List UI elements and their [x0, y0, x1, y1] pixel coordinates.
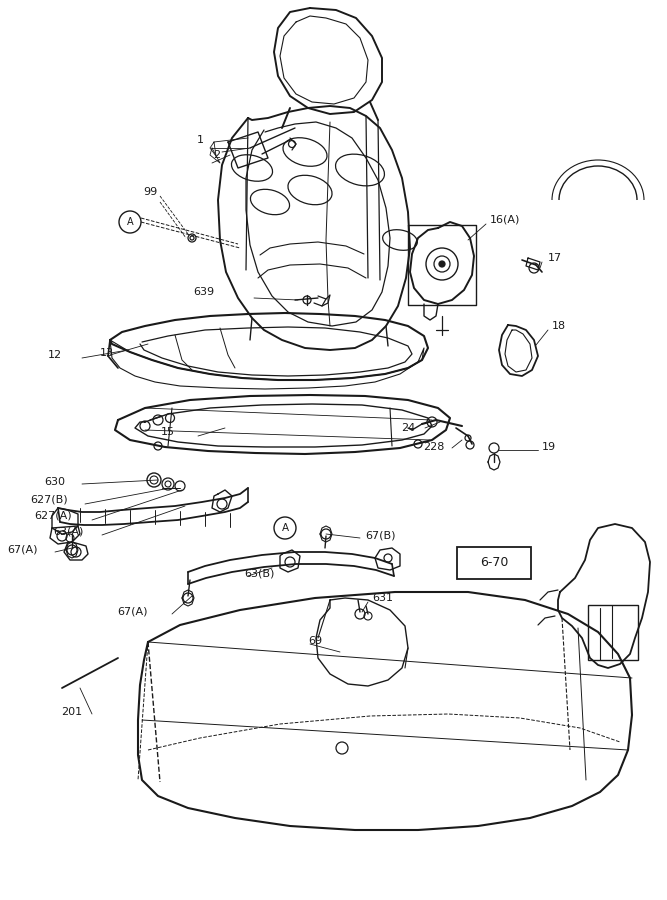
Text: 627(B): 627(B) — [31, 495, 68, 505]
Bar — [588, 605, 638, 660]
Text: 228: 228 — [424, 442, 445, 452]
Text: 69: 69 — [308, 636, 322, 646]
Text: 19: 19 — [542, 442, 556, 452]
Text: 201: 201 — [61, 707, 82, 717]
Text: 63(B): 63(B) — [244, 568, 274, 578]
Text: 17: 17 — [548, 253, 562, 263]
Text: 24: 24 — [401, 423, 415, 433]
Text: 67(B): 67(B) — [365, 530, 396, 540]
Text: 627(A): 627(A) — [35, 511, 72, 521]
Text: 99: 99 — [144, 187, 158, 197]
Text: 67(A): 67(A) — [7, 545, 38, 555]
Text: 631: 631 — [372, 593, 393, 603]
Text: A: A — [127, 217, 133, 227]
Circle shape — [439, 261, 445, 267]
FancyBboxPatch shape — [457, 547, 531, 579]
Text: 16(A): 16(A) — [490, 215, 520, 225]
Text: 1: 1 — [197, 135, 204, 145]
Text: 67(A): 67(A) — [117, 607, 148, 617]
Text: 12: 12 — [48, 350, 62, 360]
Text: 639: 639 — [193, 287, 214, 297]
Text: 18: 18 — [552, 321, 566, 331]
Text: 15: 15 — [161, 427, 175, 437]
Text: 13: 13 — [100, 348, 114, 358]
Text: 2: 2 — [213, 150, 220, 160]
Text: 630: 630 — [44, 477, 65, 487]
Text: 6-70: 6-70 — [480, 556, 508, 570]
Text: 63(A): 63(A) — [53, 527, 84, 537]
Text: A: A — [281, 523, 289, 533]
